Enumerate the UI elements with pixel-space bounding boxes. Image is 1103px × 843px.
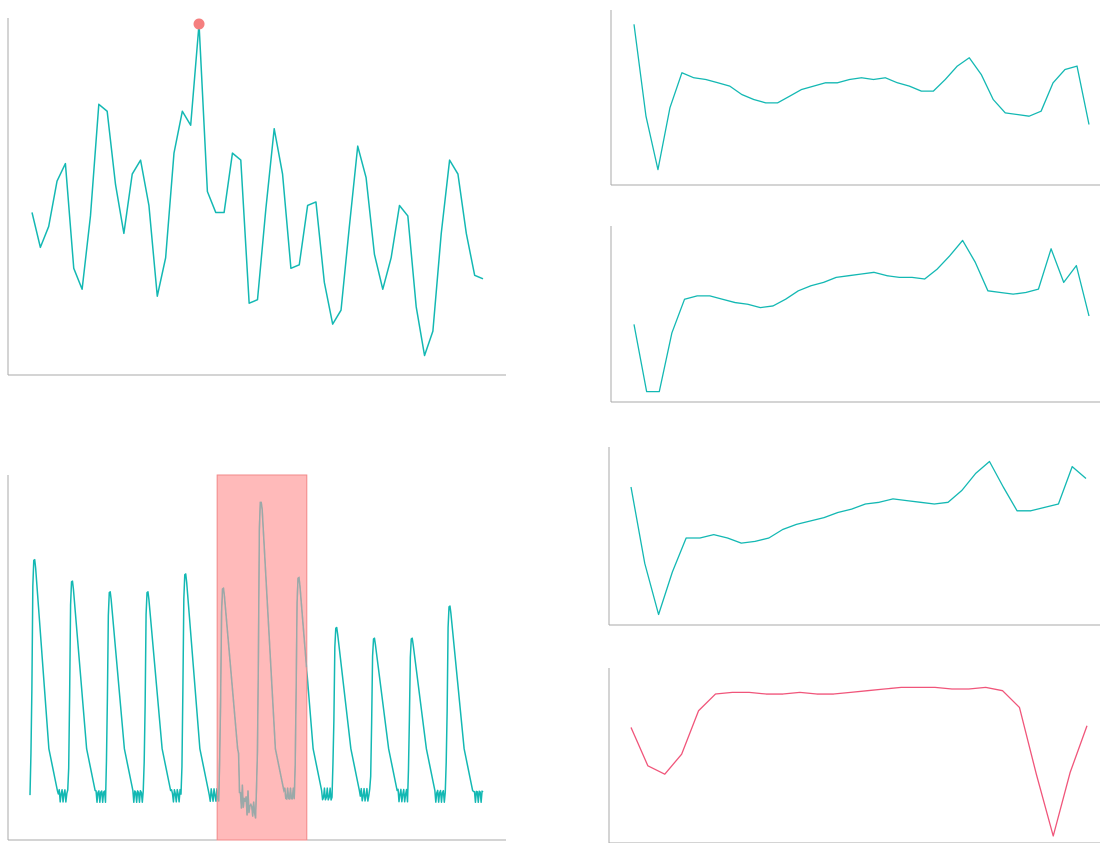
context-top-series-line [633,24,1090,171]
context-middle-series-line [633,239,1090,393]
collective-anomaly-region-line [217,501,308,819]
collective-anomaly-region [216,474,308,841]
context-normal-series-line [630,686,1088,837]
point-anomaly-marker-0 [193,18,205,30]
context-bottom-series-line [630,460,1087,616]
point-anomaly-series-line [31,23,484,357]
